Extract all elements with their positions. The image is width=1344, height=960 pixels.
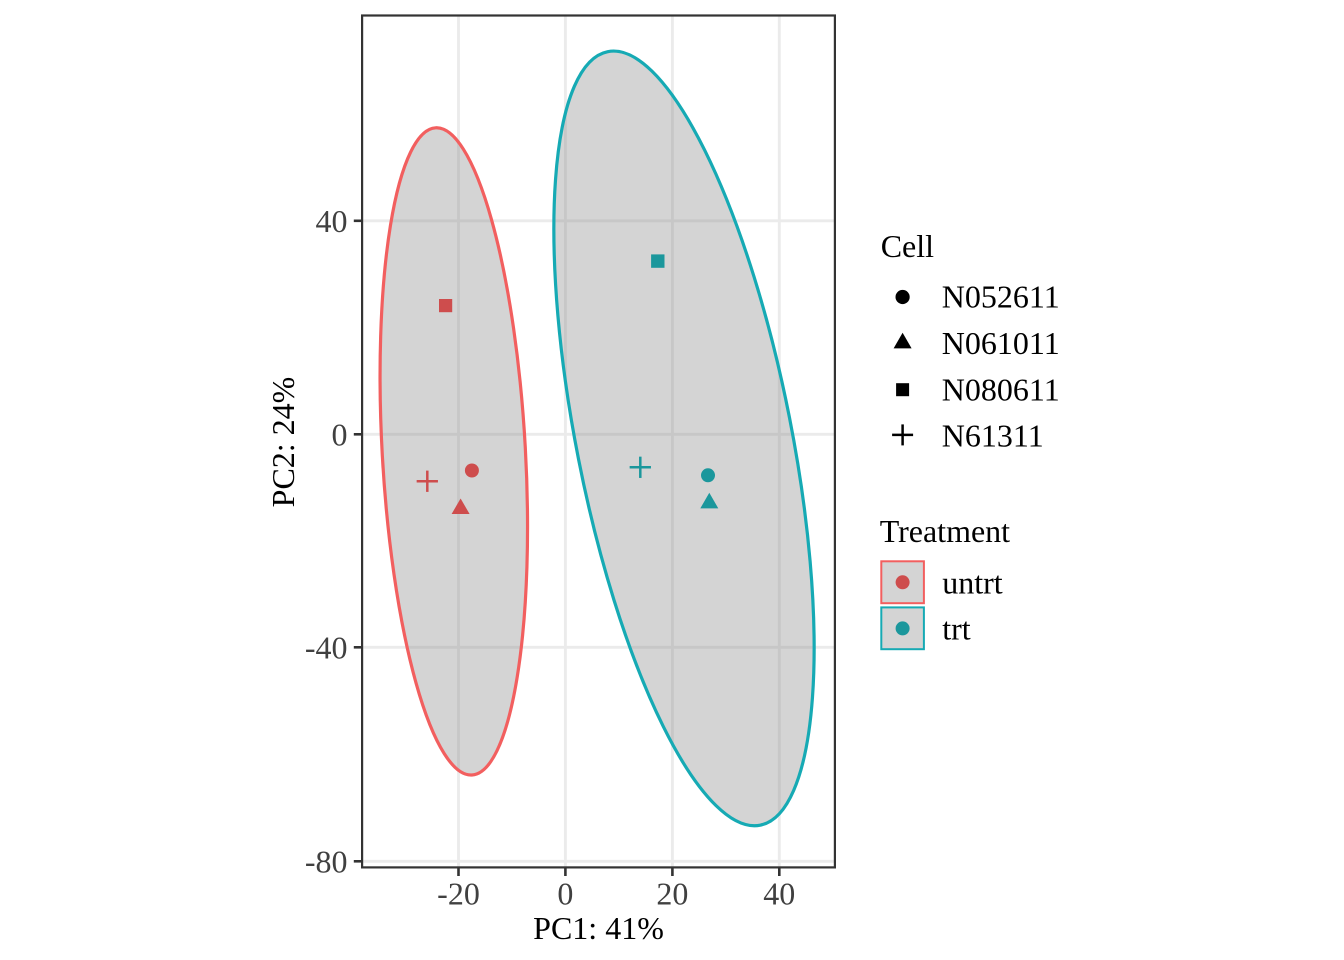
- svg-text:N052611: N052611: [942, 279, 1060, 315]
- svg-text:0: 0: [332, 416, 348, 452]
- svg-text:Cell: Cell: [881, 228, 934, 264]
- svg-text:40: 40: [316, 203, 348, 239]
- svg-text:N061011: N061011: [942, 325, 1060, 361]
- svg-text:Treatment: Treatment: [880, 513, 1010, 549]
- svg-text:untrt: untrt: [942, 564, 1003, 600]
- svg-text:-80: -80: [305, 843, 348, 879]
- svg-text:N61311: N61311: [942, 418, 1044, 454]
- svg-text:PC2: 24%: PC2: 24%: [265, 377, 301, 508]
- svg-text:-20: -20: [437, 875, 480, 911]
- svg-text:trt: trt: [942, 610, 971, 646]
- svg-text:-40: -40: [305, 629, 348, 665]
- svg-text:20: 20: [656, 875, 688, 911]
- svg-text:N080611: N080611: [942, 371, 1060, 407]
- svg-text:40: 40: [763, 875, 795, 911]
- svg-text:0: 0: [557, 875, 573, 911]
- svg-text:PC1: 41%: PC1: 41%: [533, 910, 664, 946]
